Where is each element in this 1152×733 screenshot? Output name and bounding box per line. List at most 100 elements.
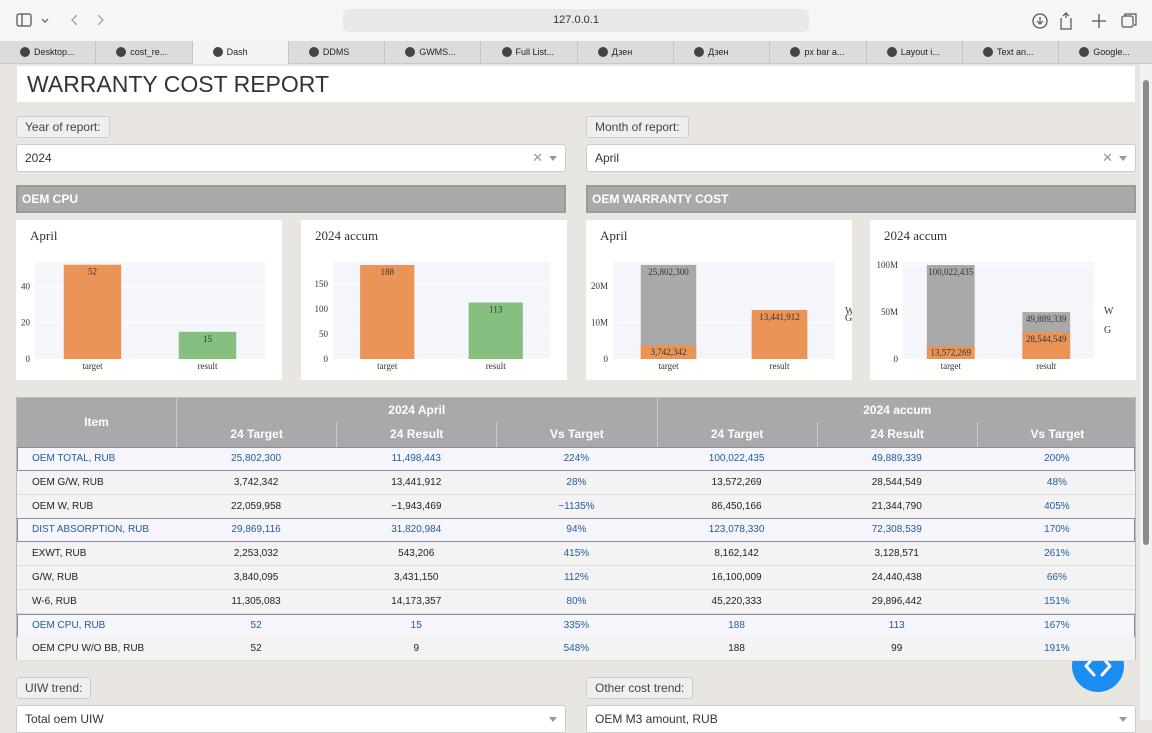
- bar: [360, 265, 415, 359]
- tab-bar: Desktop... cost_re... Dash DDMS GWMS... Full …: [0, 41, 1152, 64]
- x-tick-label: target: [377, 361, 398, 371]
- browser-tab[interactable]: Дзен: [674, 41, 771, 64]
- scrollbar-thumb[interactable]: [1143, 80, 1149, 545]
- table-cell: −1135%: [558, 500, 595, 512]
- header-cell: 24 Target: [656, 422, 817, 447]
- chart: April 0 20 40 target 52 result 15: [16, 220, 282, 380]
- dropdown-caret[interactable]: [549, 156, 557, 161]
- table-row: [17, 637, 1135, 662]
- data-label: 3,742,342: [651, 347, 687, 357]
- browser-tab[interactable]: Text an...: [963, 41, 1060, 64]
- table-cell: OEM CPU W/O BB, RUB: [32, 643, 145, 655]
- report-title: WARRANTY COST REPORT: [17, 66, 1135, 102]
- table-cell: 8,162,142: [714, 548, 759, 560]
- chart: 2024 accum 0 50 100 150 target 188 result 113: [301, 220, 567, 380]
- chart: April 0 10M 20M target 25,802,300 3,742,342 res…: [586, 220, 852, 380]
- table-cell: DIST ABSORPTION, RUB: [32, 524, 150, 536]
- table-row: [17, 566, 1135, 590]
- browser-tab[interactable]: Dash: [192, 41, 289, 64]
- x-tick-label: target: [658, 361, 679, 371]
- table-cell: 9: [413, 643, 420, 655]
- header-cell: Vs Target: [496, 422, 656, 447]
- x-tick-label: result: [486, 361, 506, 371]
- table-row: [17, 494, 1135, 519]
- section-header: OEM WARRANTY COST: [586, 185, 1136, 213]
- table-cell: 13,441,912: [391, 476, 442, 488]
- table-cell: 3,742,342: [233, 476, 279, 488]
- table-cell: 28,544,549: [871, 476, 922, 488]
- table-cell: 22,059,958: [231, 500, 282, 512]
- table-cell: 28%: [566, 476, 587, 488]
- data-label: 49,889,339: [1026, 314, 1067, 324]
- browser-tab[interactable]: Layout i...: [867, 41, 963, 64]
- browser-tab[interactable]: Desktop...: [0, 41, 97, 64]
- browser-tab[interactable]: cost_re...: [96, 41, 193, 64]
- bar: [751, 309, 808, 359]
- table-cell: 200%: [1044, 453, 1070, 464]
- chart: 2024 accum 0 50M 100M target 100,022,435 13,57…: [870, 220, 1136, 380]
- bar: [178, 331, 237, 359]
- bar: [926, 264, 975, 359]
- table-cell: G/W, RUB: [32, 572, 79, 583]
- browser-tab[interactable]: Дзен: [578, 41, 675, 64]
- browser-tab[interactable]: GWMS...: [385, 41, 482, 64]
- legend-entry: G: [1104, 325, 1111, 336]
- x-tick-label: target: [82, 361, 103, 371]
- nav-icons: [16, 13, 105, 27]
- browser-tab[interactable]: DDMS: [289, 41, 386, 64]
- y-tick-label: 10M: [591, 318, 608, 328]
- x-tick-label: target: [941, 361, 962, 371]
- chart-title: 2024 accum: [884, 228, 947, 243]
- chart-title: 2024 accum: [315, 228, 378, 243]
- y-tick-label: 150: [315, 279, 329, 289]
- data-label: 25,802,300: [648, 267, 689, 277]
- clear-icon[interactable]: ✕: [532, 150, 543, 165]
- dropdown-caret[interactable]: [1119, 156, 1127, 161]
- y-tick-label: 40: [21, 281, 31, 291]
- browser-tab[interactable]: Google...: [1059, 41, 1152, 64]
- bar: [640, 345, 697, 359]
- bar: [63, 264, 122, 359]
- dropdown-value: 2024: [25, 151, 52, 165]
- browser-tab[interactable]: Full List...: [482, 41, 578, 64]
- header-cell: Vs Target: [976, 422, 1137, 447]
- clear-icon[interactable]: ✕: [1102, 150, 1113, 165]
- x-tick-label: result: [770, 361, 790, 371]
- bar: [640, 264, 697, 359]
- x-tick-label: result: [1036, 361, 1056, 371]
- y-tick-label: 0: [604, 354, 609, 364]
- table-cell: 80%: [566, 595, 587, 607]
- dropdown[interactable]: OEM M3 amount, RUB: [586, 705, 1136, 733]
- browser-tab[interactable]: px bar a...: [770, 41, 867, 64]
- table-cell: 11,498,443: [391, 453, 441, 464]
- table-cell: 100,022,435: [708, 453, 765, 464]
- y-tick-label: 100: [315, 304, 329, 314]
- total-row: [17, 518, 1135, 543]
- dropdown[interactable]: Total oem UIW: [16, 705, 566, 733]
- data-label: 15: [203, 334, 213, 344]
- y-tick-label: 0: [894, 354, 899, 364]
- table-cell: 2,253,032: [233, 548, 279, 560]
- browser-toolbar: 127.0.0.1: [0, 0, 1152, 41]
- y-tick-label: 50M: [881, 307, 898, 317]
- table-cell: 49,889,339: [871, 453, 922, 464]
- table-cell: 86,450,166: [711, 500, 762, 512]
- chart-title: April: [30, 228, 58, 243]
- table-row: [17, 589, 1135, 614]
- header-cell: 24 Target: [176, 422, 336, 447]
- table-cell: OEM G/W, RUB: [32, 476, 104, 488]
- y-tick-label: 0: [26, 354, 31, 364]
- table-cell: 29,896,442: [871, 595, 922, 607]
- table-cell: 99: [891, 643, 903, 655]
- table-cell: 261%: [1044, 548, 1070, 560]
- dropdown[interactable]: April ✕: [586, 144, 1136, 172]
- dropdown[interactable]: 2024 ✕: [16, 144, 566, 172]
- bar: [468, 302, 523, 359]
- data-label: 13,441,912: [759, 312, 800, 322]
- filter-label: Other cost trend:: [586, 677, 694, 699]
- data-label: 100,022,435: [928, 267, 974, 277]
- chart-title: April: [600, 228, 628, 243]
- address-bar[interactable]: 127.0.0.1: [343, 9, 809, 32]
- bar: [926, 346, 975, 359]
